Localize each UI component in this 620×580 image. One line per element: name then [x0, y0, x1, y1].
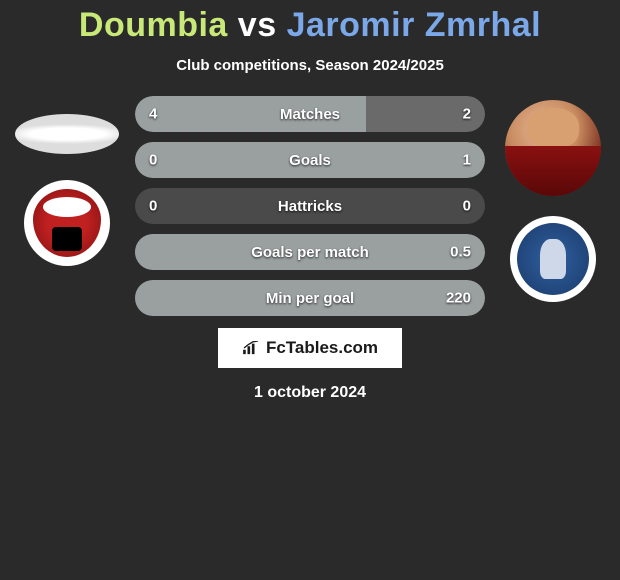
page-title: Doumbia vs Jaromir Zmrhal: [79, 6, 541, 45]
player2-club-badge: [510, 216, 596, 302]
chart-icon: [242, 341, 260, 355]
stat-value-right: 1: [463, 152, 471, 169]
stat-value-left: 0: [149, 198, 157, 215]
stats-column: 4 2 Matches 0 1 Goals 0 0 Hattricks 0.5 Goals per …: [135, 96, 485, 316]
stat-label: Goals per match: [251, 244, 369, 261]
stat-value-right: 0.5: [450, 244, 471, 261]
stat-label: Hattricks: [278, 198, 342, 215]
subtitle: Club competitions, Season 2024/2025: [176, 57, 444, 74]
player1-avatar: [15, 114, 119, 154]
title-vs: vs: [238, 6, 277, 44]
stat-value-left: 4: [149, 106, 157, 123]
stat-value-right: 2: [463, 106, 471, 123]
left-column: [13, 96, 121, 266]
comparison-card: Doumbia vs Jaromir Zmrhal Club competiti…: [0, 0, 620, 580]
right-column: [499, 96, 607, 302]
compare-area: 4 2 Matches 0 1 Goals 0 0 Hattricks 0.5 Goals per …: [0, 96, 620, 316]
player2-avatar: [505, 100, 601, 196]
stat-row: 0 0 Hattricks: [135, 188, 485, 224]
brand-link[interactable]: FcTables.com: [218, 328, 402, 368]
title-player1: Doumbia: [79, 6, 228, 44]
stat-row: 0.5 Goals per match: [135, 234, 485, 270]
stat-row: 220 Min per goal: [135, 280, 485, 316]
player1-club-badge: [24, 180, 110, 266]
stat-row: 4 2 Matches: [135, 96, 485, 132]
stat-label: Goals: [289, 152, 331, 169]
title-player2: Jaromir Zmrhal: [287, 6, 542, 44]
stat-value-left: 0: [149, 152, 157, 169]
stat-row: 0 1 Goals: [135, 142, 485, 178]
stat-label: Min per goal: [266, 290, 354, 307]
brand-label: FcTables.com: [266, 338, 378, 358]
stat-label: Matches: [280, 106, 340, 123]
stat-value-right: 220: [446, 290, 471, 307]
stat-value-right: 0: [463, 198, 471, 215]
date-label: 1 october 2024: [254, 384, 366, 402]
